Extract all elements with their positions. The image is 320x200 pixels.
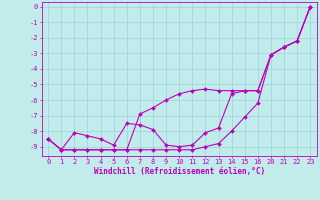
X-axis label: Windchill (Refroidissement éolien,°C): Windchill (Refroidissement éolien,°C)	[94, 167, 265, 176]
